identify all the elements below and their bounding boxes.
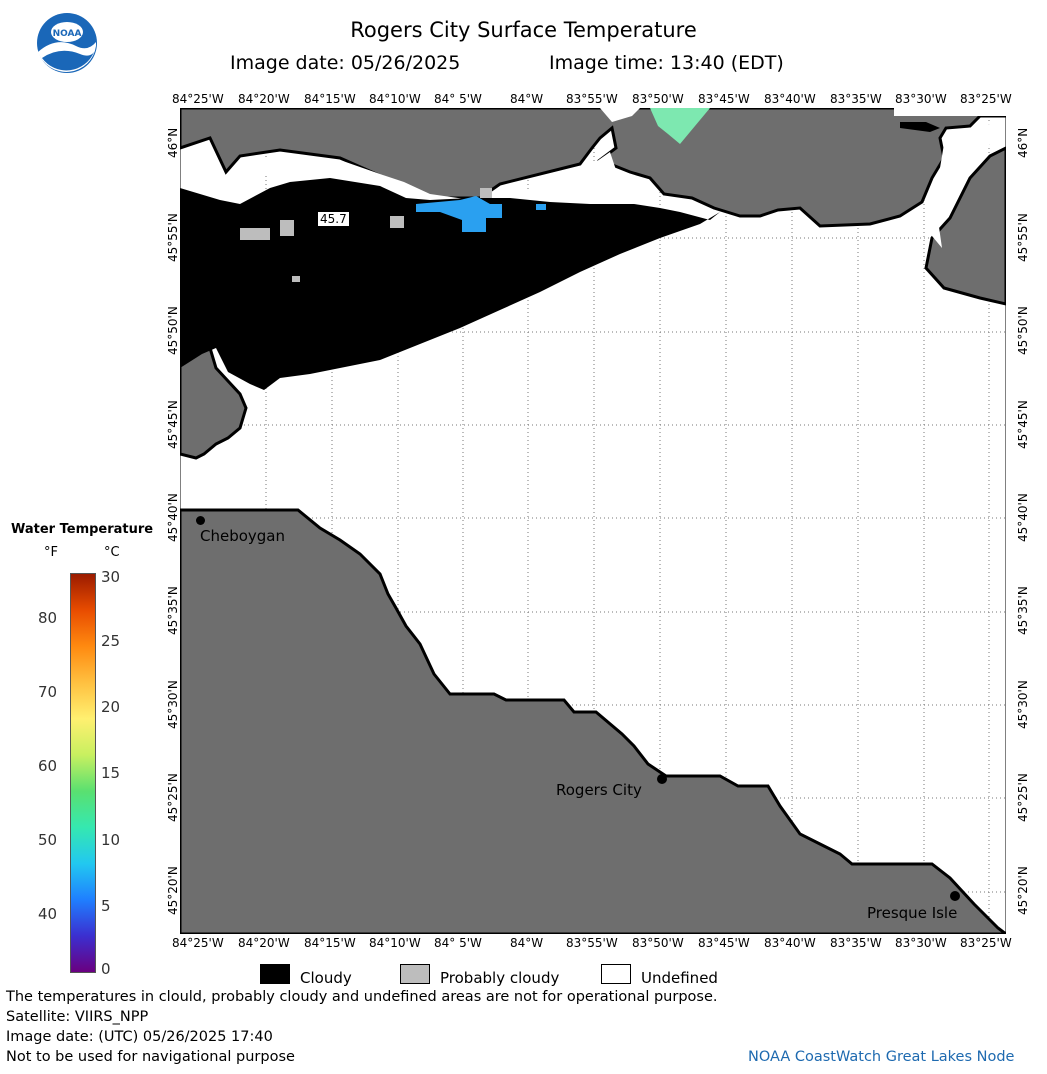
legend-unit-c: °C [104,545,120,560]
lat-tick: 45°45'N [1016,400,1030,449]
color-scale-bar [70,573,96,973]
city-marker-cheboygan [196,516,205,525]
lon-tick: 84°W [510,92,544,106]
lat-tick: 45°45'N [166,400,180,449]
lon-tick: 84°10'W [369,936,421,950]
lon-tick: 83°25'W [960,936,1012,950]
land-south [178,508,1011,936]
city-marker-presque-isle [950,891,960,901]
land-west [178,346,248,460]
image-time: Image time: 13:40 (EDT) [549,52,784,74]
utc-date-text: Image date: (UTC) 05/26/2025 17:40 [6,1029,273,1045]
key-label-undefined: Undefined [641,969,718,987]
lon-tick: 84° 5'W [434,92,482,106]
lat-tick: 45°20'N [166,866,180,915]
legend-f-value: 40 [38,905,58,923]
lon-tick: 83°40'W [764,92,816,106]
lat-tick: 45°50'N [1016,306,1030,355]
lat-tick: 45°30'N [166,680,180,729]
city-label-presque-isle: Presque Isle [867,904,958,922]
lat-tick: 46°N [166,127,180,158]
lon-tick: 83°55'W [566,936,618,950]
lat-tick: 45°25'N [1016,773,1030,822]
lon-tick: 84°20'W [238,936,290,950]
lon-tick: 83°50'W [632,92,684,106]
lon-tick: 84°15'W [304,936,356,950]
legend-f-value: 50 [38,831,58,849]
key-swatch-undefined [601,964,631,984]
navigation-warning: Not to be used for navigational purpose [6,1049,295,1065]
warm-water [416,196,502,232]
image-date: Image date: 05/26/2025 [230,52,461,74]
legend-unit-f: °F [44,545,58,560]
sample-temperature-label: 45.7 [318,212,349,226]
lon-tick: 84°10'W [369,92,421,106]
city-label-rogers-city: Rogers City [556,781,642,799]
lat-tick: 45°35'N [166,586,180,635]
legend-f-value: 60 [38,757,58,775]
key-label-probably-cloudy: Probably cloudy [440,969,560,987]
lon-tick: 83°35'W [830,92,882,106]
city-label-cheboygan: Cheboygan [200,527,286,545]
legend-c-value: 30 [101,568,121,586]
lon-tick: 83°25'W [960,92,1012,106]
lat-tick: 45°40'N [1016,493,1030,542]
noaa-logo-text: NOAA [53,29,82,39]
lon-tick: 83°30'W [895,936,947,950]
satellite-text: Satellite: VIIRS_NPP [6,1009,149,1025]
key-swatch-probably-cloudy [400,964,430,984]
legend-title: Water Temperature [11,522,154,537]
key-swatch-cloudy [260,964,290,984]
legend-c-value: 25 [101,632,121,650]
lat-tick: 45°20'N [1016,866,1030,915]
lon-tick: 84°W [510,936,544,950]
lat-tick: 45°35'N [1016,586,1030,635]
lon-tick: 83°30'W [895,92,947,106]
map-canvas [178,106,1011,936]
lon-tick: 83°45'W [698,936,750,950]
lon-tick: 83°45'W [698,92,750,106]
page-title: Rogers City Surface Temperature [350,18,697,42]
lat-tick: 45°55'N [166,213,180,262]
lon-tick: 83°40'W [764,936,816,950]
credit-text: NOAA CoastWatch Great Lakes Node [748,1049,1015,1065]
sst-map [178,106,1011,936]
lon-tick: 83°50'W [632,936,684,950]
noaa-logo: NOAA [36,12,98,74]
lat-tick: 45°55'N [1016,213,1030,262]
lon-tick: 84° 5'W [434,936,482,950]
city-marker-rogers-city [657,774,667,784]
lon-tick: 84°25'W [172,92,224,106]
lat-tick: 45°30'N [1016,680,1030,729]
legend-c-value: 20 [101,698,121,716]
lat-tick: 45°25'N [166,773,180,822]
legend-c-value: 5 [101,897,111,915]
lat-tick: 46°N [1016,127,1030,158]
land-east [924,145,1008,306]
legend-c-value: 10 [101,831,121,849]
legend-c-value: 0 [101,960,111,978]
lon-tick: 83°55'W [566,92,618,106]
lon-tick: 83°35'W [830,936,882,950]
lon-tick: 84°15'W [304,92,356,106]
lon-tick: 84°25'W [172,936,224,950]
cloud-area [180,178,720,390]
disclaimer-text: The temperatures in clould, probably clo… [6,989,718,1005]
legend-f-value: 70 [38,683,58,701]
lat-tick: 45°40'N [166,493,180,542]
key-label-cloudy: Cloudy [300,969,352,987]
lat-tick: 45°50'N [166,306,180,355]
legend-f-value: 80 [38,609,58,627]
lon-tick: 84°20'W [238,92,290,106]
legend-c-value: 15 [101,764,121,782]
